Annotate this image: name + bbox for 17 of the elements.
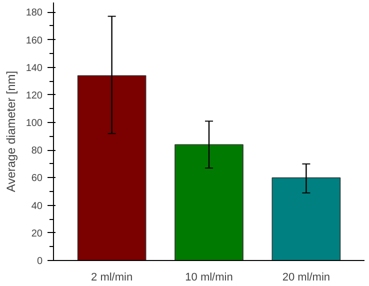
- bar: [77, 75, 146, 260]
- y-tick-label: 140: [26, 62, 43, 74]
- y-tick-label: 20: [31, 228, 43, 240]
- y-axis-title: Average diameter [nm]: [4, 70, 18, 192]
- x-tick-label: 2 ml/min: [91, 272, 133, 284]
- y-tick-label: 100: [26, 118, 43, 130]
- y-tick-label: 80: [31, 146, 43, 157]
- bar: [174, 144, 244, 260]
- x-tick-label: 20 ml/min: [282, 272, 330, 284]
- y-tick-label: 160: [26, 35, 43, 46]
- y-tick-label: 120: [26, 90, 43, 102]
- y-tick-label: 180: [26, 8, 43, 19]
- y-tick-label: 60: [31, 173, 43, 184]
- y-tick-label: 0: [36, 256, 43, 267]
- y-tick-label: 40: [31, 200, 43, 212]
- bar: [272, 177, 341, 260]
- x-tick-label: 10 ml/min: [185, 272, 233, 284]
